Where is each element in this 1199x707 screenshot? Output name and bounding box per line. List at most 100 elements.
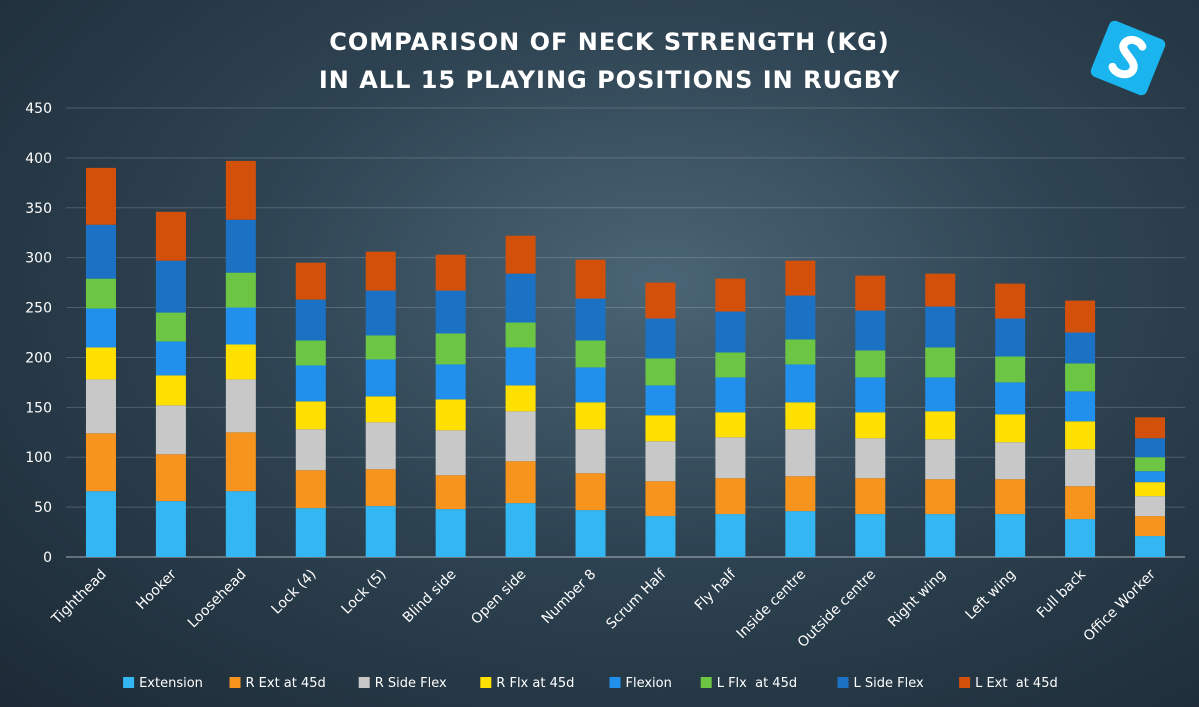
bar-segment-4 — [155, 375, 186, 406]
bar-segment-3 — [225, 379, 256, 433]
bar-segment-3 — [925, 439, 956, 480]
x-tick-label: Fly half — [692, 566, 740, 614]
bar-segment-1 — [1065, 519, 1096, 557]
bar-segment-7 — [225, 219, 256, 273]
bar-segment-7 — [925, 306, 956, 348]
x-tick-label: Lock (4) — [269, 567, 320, 618]
legend-label: R Side Flex — [375, 676, 447, 691]
bar-segment-7 — [1065, 332, 1096, 364]
bar-segment-3 — [995, 442, 1026, 480]
y-tick-label: 150 — [25, 400, 52, 416]
bar-segment-8 — [435, 254, 466, 291]
bar-segment-5 — [155, 341, 186, 376]
bar-segment-7 — [155, 260, 186, 313]
bar-segment-5 — [1065, 391, 1096, 422]
legend-swatch — [959, 677, 971, 688]
legend-swatch — [123, 677, 135, 688]
bar-segment-4 — [365, 396, 396, 423]
bar-segment-6 — [295, 340, 326, 366]
bar-segment-8 — [995, 283, 1026, 319]
bar-segment-1 — [645, 516, 676, 557]
x-tick-label: Hooker — [133, 566, 180, 613]
bar-segment-2 — [365, 469, 396, 507]
bar-segment-8 — [575, 259, 606, 299]
bar-segment-4 — [225, 344, 256, 380]
bar-segment-5 — [85, 308, 116, 348]
y-tick-label: 0 — [43, 550, 52, 566]
bar-segment-8 — [505, 235, 536, 274]
bar-segment-2 — [505, 461, 536, 504]
bar-segment-7 — [505, 273, 536, 323]
legend-swatch — [229, 677, 241, 688]
bar-segment-3 — [855, 438, 886, 479]
legend-swatch — [480, 677, 492, 688]
bar-segment-1 — [435, 509, 466, 557]
bar-segment-1 — [155, 501, 186, 557]
bar-segment-6 — [855, 350, 886, 378]
legend-label: L Side Flex — [854, 676, 924, 691]
legend-label: R Flx at 45d — [496, 676, 574, 691]
x-tick-label: Scrum Half — [603, 566, 670, 633]
legend-label: L Flx at 45d — [717, 676, 797, 691]
bar-segment-8 — [85, 167, 116, 225]
bar-segment-7 — [435, 290, 466, 334]
bar-segment-8 — [925, 273, 956, 307]
y-tick-label: 50 — [34, 500, 52, 516]
bar-segment-5 — [365, 359, 396, 397]
bar-segment-2 — [575, 473, 606, 511]
bar-segment-8 — [645, 282, 676, 319]
bar-segment-3 — [505, 411, 536, 462]
x-tick-label: Left wing — [962, 567, 1018, 623]
bar-segment-2 — [435, 475, 466, 510]
bar-segment-5 — [715, 377, 746, 413]
x-tick-label: Open side — [468, 567, 529, 628]
bar-segment-7 — [575, 298, 606, 341]
bar-segment-7 — [295, 299, 326, 341]
bar-segment-4 — [1065, 421, 1096, 450]
bar-segment-4 — [785, 402, 816, 430]
bar-segment-8 — [1065, 300, 1096, 333]
bar-segment-4 — [645, 415, 676, 442]
bar-segment-6 — [575, 340, 606, 368]
bar-segment-3 — [715, 437, 746, 479]
bar-segment-4 — [295, 401, 326, 430]
x-tick-label: Tighthead — [48, 567, 110, 629]
bar-segment-6 — [1065, 363, 1096, 392]
bar-segment-4 — [435, 399, 466, 431]
bar-segment-3 — [295, 429, 326, 471]
bar-segment-7 — [365, 290, 396, 336]
legend-swatch — [700, 677, 712, 688]
bar-segment-3 — [435, 430, 466, 476]
bar-segment-3 — [365, 422, 396, 470]
bar-segment-3 — [1135, 496, 1166, 517]
bar-segment-4 — [85, 347, 116, 380]
bar-segment-4 — [715, 412, 746, 438]
legend-label: Flexion — [626, 676, 672, 691]
bar-segment-1 — [295, 508, 326, 557]
bar-segment-7 — [85, 224, 116, 279]
bar-segment-5 — [295, 365, 326, 402]
y-tick-label: 400 — [25, 151, 52, 167]
x-tick-label: Lock (5) — [338, 567, 389, 618]
x-tick-label: Right wing — [885, 567, 949, 631]
bar-segment-5 — [855, 377, 886, 413]
y-tick-label: 250 — [25, 301, 52, 317]
bar-segment-2 — [995, 479, 1026, 515]
bar-segment-6 — [1135, 457, 1166, 472]
bar-segment-4 — [925, 411, 956, 440]
bar-segment-2 — [925, 479, 956, 515]
bar-segment-3 — [1065, 449, 1096, 487]
x-tick-label: Number 8 — [539, 567, 600, 628]
bar-segment-1 — [85, 491, 116, 557]
bar-segment-7 — [715, 311, 746, 353]
bar-segment-2 — [225, 432, 256, 492]
bar-segment-2 — [855, 478, 886, 515]
bar-segment-1 — [225, 491, 256, 557]
x-tick-label: Inside centre — [734, 567, 810, 643]
bar-segment-5 — [925, 377, 956, 412]
bar-segment-6 — [645, 358, 676, 386]
bar-segment-6 — [785, 339, 816, 365]
bar-segment-2 — [295, 470, 326, 509]
bar-segment-8 — [295, 262, 326, 300]
bar-segment-3 — [85, 379, 116, 434]
